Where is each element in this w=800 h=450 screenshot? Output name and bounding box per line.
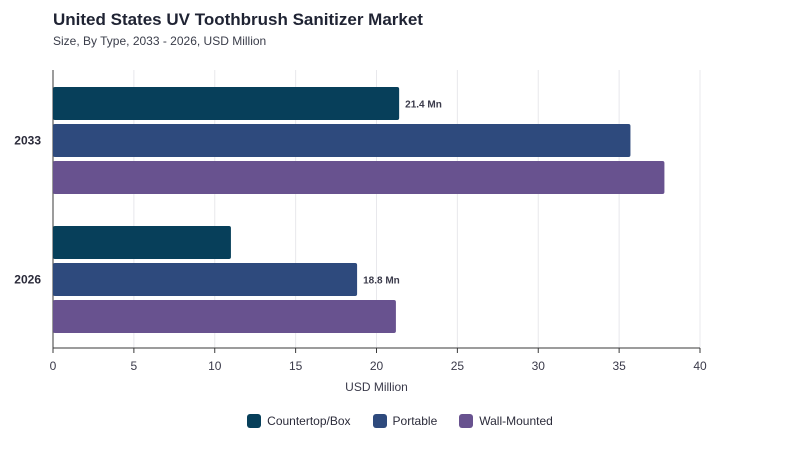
- bar-2026-wall-mounted: [53, 300, 396, 333]
- data-label: 21.4 Mn: [405, 100, 442, 111]
- y-category-label: 2026: [14, 273, 41, 287]
- chart-legend: Countertop/Box Portable Wall-Mounted: [0, 414, 800, 428]
- x-tick-label: 20: [370, 359, 384, 373]
- x-tick-label: 15: [289, 359, 303, 373]
- chart-title: United States UV Toothbrush Sanitizer Ma…: [53, 10, 423, 29]
- legend-label: Portable: [392, 414, 438, 428]
- legend-label: Countertop/Box: [267, 414, 351, 428]
- x-tick-label: 10: [208, 359, 222, 373]
- legend-item: Portable: [372, 414, 438, 428]
- bar-2033-wall-mounted: [53, 161, 665, 194]
- legend-item: Countertop/Box: [247, 414, 351, 428]
- x-tick-label: 30: [532, 359, 546, 373]
- legend-item: Wall-Mounted: [459, 414, 553, 428]
- legend-swatch: [372, 414, 387, 428]
- x-tick-label: 5: [131, 359, 138, 373]
- x-axis-title: USD Million: [345, 380, 408, 394]
- legend-label: Wall-Mounted: [479, 414, 553, 428]
- data-label: 18.8 Mn: [363, 276, 400, 287]
- bar-2033-countertop-box: [53, 87, 400, 120]
- bar-2033-portable: [53, 124, 631, 157]
- y-category-label: 2033: [14, 134, 41, 148]
- legend-swatch: [247, 414, 262, 428]
- bar-2026-countertop-box: [53, 226, 231, 259]
- x-tick-label: 0: [50, 359, 57, 373]
- bar-2026-portable: [53, 263, 358, 296]
- legend-swatch: [459, 414, 474, 428]
- chart-subtitle: Size, By Type, 2033 - 2026, USD Million: [53, 34, 267, 48]
- x-tick-label: 25: [451, 359, 465, 373]
- x-tick-label: 35: [612, 359, 626, 373]
- x-tick-label: 40: [693, 359, 707, 373]
